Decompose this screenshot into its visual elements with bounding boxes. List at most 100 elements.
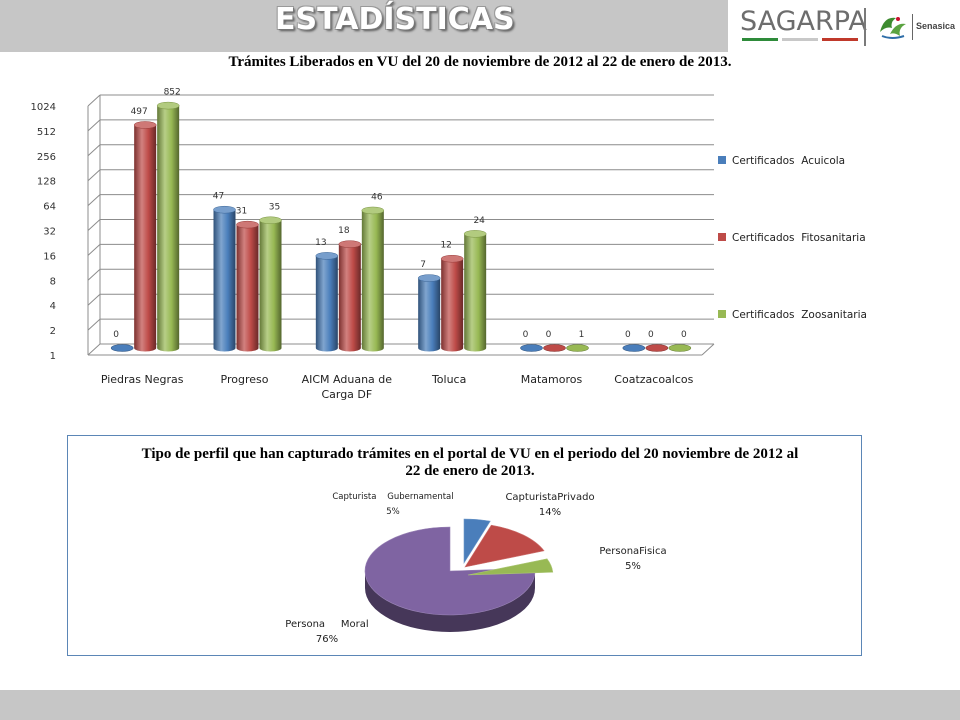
y-tick-label: 4 — [50, 301, 56, 312]
bar-top-2-0 — [156, 101, 180, 110]
legend-swatch — [718, 233, 726, 241]
bar-0-0 — [110, 344, 134, 352]
pie-slice-side — [365, 571, 535, 632]
gridline-left — [87, 318, 101, 331]
bar-top-1-2 — [338, 240, 362, 248]
pie-slice — [364, 526, 536, 616]
gridline-left — [87, 169, 101, 182]
bar-2-2 — [361, 210, 384, 352]
pie-chart: Capturista Gubernamental 5% CapturistaPriv… — [285, 492, 666, 645]
data-label: 497 — [131, 107, 148, 117]
bar-top-2-1 — [259, 216, 282, 225]
y-tick-label: 512 — [37, 127, 56, 138]
bar-top-2-3 — [463, 230, 487, 238]
data-label: 7 — [420, 260, 426, 270]
bar-0-5 — [622, 344, 646, 352]
bar-gridlines — [87, 94, 715, 356]
y-tick-label: 64 — [43, 202, 56, 213]
footer-bar — [0, 690, 960, 720]
bar-1-3 — [441, 258, 464, 352]
legend-swatch — [718, 310, 726, 318]
y-tick-label: 32 — [43, 227, 56, 238]
legend-label: Certificados Fitosanitaria — [732, 232, 866, 244]
bar-top-0-3 — [417, 274, 441, 282]
data-label: 0 — [113, 330, 119, 340]
pie-slice — [467, 558, 554, 576]
bar-1-1 — [236, 224, 259, 352]
bar-top-1-1 — [236, 220, 259, 229]
pie-label: Persona Moral — [285, 619, 368, 630]
bar-top-0-1 — [213, 205, 236, 214]
legend-label: Certificados Acuicola — [732, 155, 845, 167]
x-tick-label: Carga DF — [321, 388, 372, 401]
page-title: ESTADÍSTICAS — [275, 2, 515, 37]
legend-swatch — [718, 156, 726, 164]
gridline-left — [87, 244, 101, 256]
bar-2-0 — [157, 105, 180, 352]
y-tick-label: 16 — [43, 251, 56, 262]
pie-pct-label: 5% — [386, 507, 400, 517]
gridline-left — [87, 343, 101, 356]
bar-0-2 — [315, 255, 338, 352]
data-label: 0 — [648, 330, 654, 340]
bar-0-4 — [520, 344, 543, 352]
data-label: 46 — [371, 192, 383, 202]
bar-1-5 — [645, 344, 669, 352]
bar-top-0-2 — [315, 252, 339, 260]
pie-pct-label: 76% — [316, 634, 338, 645]
senasica-divider — [912, 14, 913, 40]
pie-label: Capturista Gubernamental — [332, 492, 453, 502]
bar-top-1-0 — [133, 121, 157, 129]
bar-1-4 — [543, 344, 566, 352]
bar-1-0 — [134, 124, 157, 352]
data-label: 12 — [440, 241, 451, 251]
data-label: 13 — [315, 238, 326, 248]
pie-slice — [464, 524, 545, 568]
senasica-bird-icon — [880, 17, 906, 39]
bar-2-5 — [668, 344, 692, 352]
x-tick-label: AICM Aduana de — [302, 373, 393, 386]
legend-label: Certificados Zoosanitaria — [732, 309, 867, 321]
data-label: 18 — [338, 226, 350, 236]
bar-top-1-3 — [440, 254, 464, 263]
bar-0-3 — [418, 278, 441, 352]
data-label: 0 — [681, 330, 687, 340]
data-label: 35 — [269, 202, 280, 212]
gridline-left — [87, 94, 101, 107]
y-tick-label: 2 — [50, 326, 56, 337]
senasica-logo-text: Senasica — [916, 21, 956, 31]
x-tick-label: Piedras Negras — [101, 373, 184, 386]
pie-pct-label: 5% — [625, 561, 641, 572]
y-tick-label: 1 — [50, 351, 56, 362]
bar-chart-title: Trámites Liberados en VU del 20 de novie… — [228, 54, 732, 70]
y-tick-label: 1024 — [31, 102, 56, 113]
data-label: 0 — [523, 330, 529, 340]
y-tick-label: 256 — [37, 152, 56, 163]
data-label: 0 — [625, 330, 631, 340]
bar-1-2 — [338, 244, 361, 352]
gridline-left — [87, 293, 101, 306]
bar-top-2-2 — [361, 206, 385, 215]
data-label: 1 — [579, 330, 585, 340]
x-tick-label: Matamoros — [521, 373, 583, 386]
y-tick-label: 128 — [37, 177, 56, 188]
data-label: 47 — [213, 192, 224, 202]
x-tick-label: Progreso — [221, 373, 269, 386]
x-tick-label: Toluca — [431, 373, 466, 386]
gridline-left — [87, 144, 101, 157]
data-label: 24 — [473, 216, 485, 226]
logo-divider — [864, 8, 866, 46]
bar-0-1 — [213, 209, 236, 352]
pie-chart-title: Tipo de perfil que han capturado trámite… — [141, 446, 799, 479]
data-label: 31 — [236, 207, 247, 217]
pie-label: CapturistaPrivado — [505, 492, 594, 503]
pie-label: PersonaFisica — [599, 546, 666, 557]
bar-2-3 — [464, 233, 487, 352]
bar-2-4 — [566, 344, 589, 352]
sagarpa-logo: SAGARPA — [740, 6, 867, 37]
data-label: 0 — [546, 330, 552, 340]
sagarpa-stripes — [742, 38, 858, 41]
data-label: 852 — [164, 88, 181, 98]
x-tick-label: Coatzacoalcos — [614, 373, 693, 386]
bar-2-1 — [259, 220, 282, 352]
